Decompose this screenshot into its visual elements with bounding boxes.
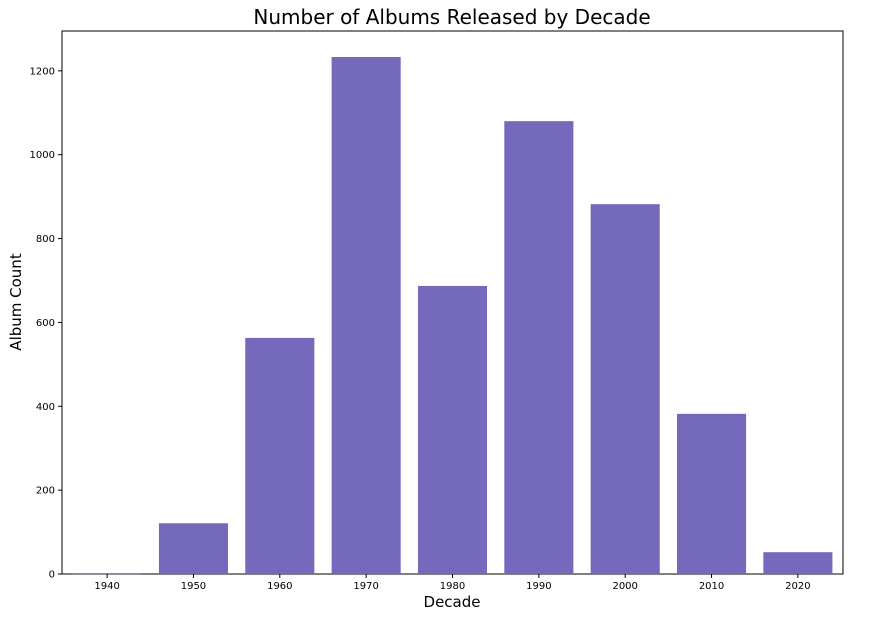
bar-2020 bbox=[763, 552, 833, 574]
y-tick-label-0: 0 bbox=[49, 570, 55, 581]
y-tick-label-400: 400 bbox=[36, 402, 55, 413]
x-axis-label: Decade bbox=[424, 593, 481, 611]
y-axis-ticks: 0 200 400 600 800 1000 1200 bbox=[30, 66, 62, 581]
x-tick-label-1960: 1960 bbox=[267, 581, 292, 592]
x-tick-label-1950: 1950 bbox=[181, 581, 206, 592]
x-tick-label-2000: 2000 bbox=[612, 581, 637, 592]
y-tick-label-1000: 1000 bbox=[30, 150, 55, 161]
bar-1990 bbox=[504, 121, 574, 575]
bar-1950 bbox=[158, 523, 228, 574]
bar-1940 bbox=[72, 573, 142, 575]
x-tick-label-1980: 1980 bbox=[440, 581, 465, 592]
x-tick-label-2010: 2010 bbox=[699, 581, 724, 592]
y-tick-label-600: 600 bbox=[36, 318, 55, 329]
x-tick-label-1970: 1970 bbox=[353, 581, 378, 592]
chart-title: Number of Albums Released by Decade bbox=[253, 5, 650, 29]
bar-1960 bbox=[245, 337, 315, 574]
bar-2000 bbox=[590, 204, 660, 575]
x-tick-label-1940: 1940 bbox=[94, 581, 119, 592]
bar-1980 bbox=[417, 285, 488, 574]
bar-2010 bbox=[677, 413, 747, 574]
bar-1970 bbox=[331, 57, 401, 574]
y-tick-label-1200: 1200 bbox=[30, 66, 55, 77]
x-tick-label-1990: 1990 bbox=[526, 581, 551, 592]
y-tick-label-800: 800 bbox=[36, 234, 55, 245]
x-tick-label-2020: 2020 bbox=[785, 581, 810, 592]
x-axis-ticks: 1940 1950 1960 1970 1980 1990 2000 2010 2020 bbox=[94, 574, 811, 592]
y-axis-label: Album Count bbox=[7, 253, 25, 351]
y-tick-label-200: 200 bbox=[36, 486, 55, 497]
bars-layer bbox=[72, 57, 833, 575]
